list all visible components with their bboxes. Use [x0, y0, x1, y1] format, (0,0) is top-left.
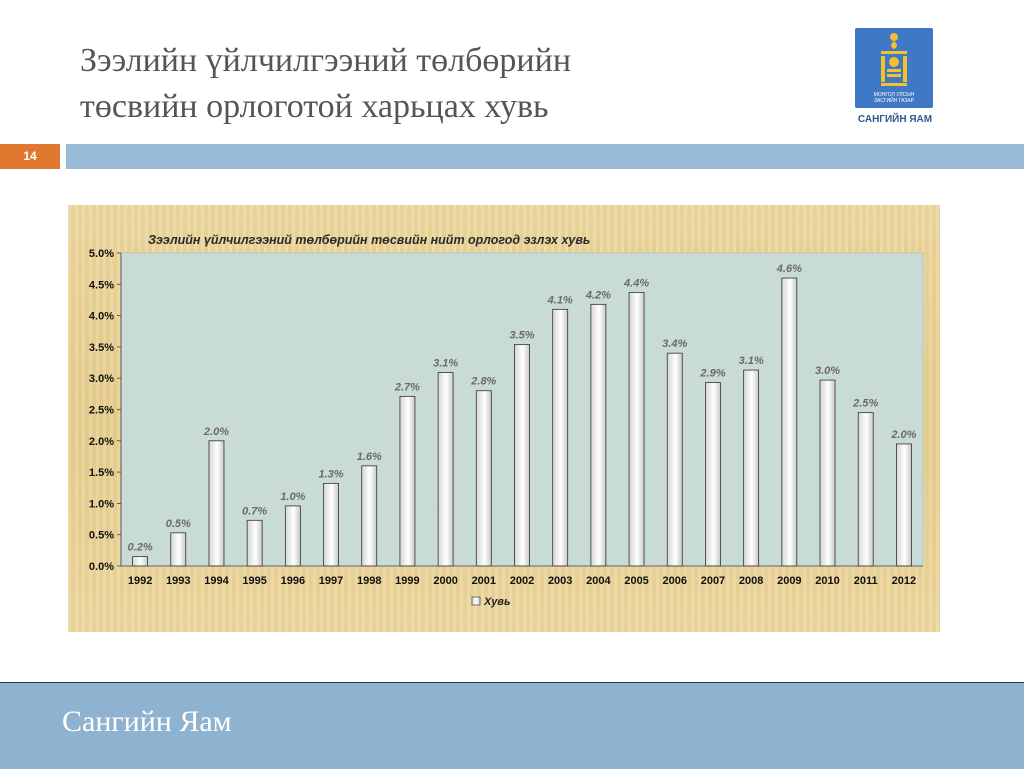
bar-2002 — [514, 343, 530, 567]
x-tick-label: 2005 — [624, 575, 648, 587]
bar-2008 — [743, 369, 760, 567]
x-tick-label: 1998 — [357, 575, 381, 587]
chart-legend: Хувь — [471, 596, 511, 608]
data-label-1995: 0.7% — [242, 505, 267, 517]
bar-chart: Зээлийн үйлчилгээний төлбөрийн төсвийн н… — [89, 233, 924, 608]
y-tick-label: 0.5% — [89, 530, 114, 542]
legend-label: Хувь — [483, 596, 511, 608]
data-label-2002: 3.5% — [509, 329, 534, 341]
data-label-2005: 4.4% — [623, 277, 649, 289]
slide-title-line1: Зээлийн үйлчилгээний төлбөрийн — [80, 42, 572, 79]
bar-2007 — [705, 382, 721, 567]
data-label-2004: 4.2% — [585, 289, 611, 301]
data-label-2000: 3.1% — [433, 358, 458, 370]
data-label-1999: 2.7% — [394, 381, 420, 393]
y-tick-label: 5.0% — [89, 248, 114, 260]
bar-1999 — [399, 395, 416, 567]
bar-2000 — [437, 372, 454, 567]
bar-2001 — [475, 390, 492, 567]
x-tick-label: 2006 — [663, 575, 687, 587]
data-label-2011: 2.5% — [852, 398, 878, 410]
ministry-logo: МОНГОЛ УЛСЫН ЗАСГИЙН ГАЗАР — [855, 28, 933, 108]
data-label-1997: 1.3% — [319, 468, 344, 480]
x-tick-label: 1999 — [395, 575, 419, 587]
y-tick-label: 3.0% — [89, 373, 114, 385]
bar-1995 — [246, 519, 263, 567]
data-label-2012: 2.0% — [890, 429, 916, 441]
footer-text: Сангийн Яам — [62, 705, 232, 738]
y-tick-label: 3.5% — [89, 342, 114, 354]
bar-2010 — [819, 379, 836, 567]
x-tick-label: 2004 — [586, 575, 611, 587]
y-tick-label: 2.5% — [89, 405, 114, 417]
bar-2009 — [781, 277, 798, 567]
page-number: 14 — [0, 144, 60, 169]
x-tick-label: 1996 — [281, 575, 305, 587]
bar-2006 — [666, 352, 683, 567]
y-tick-label: 4.5% — [89, 279, 114, 291]
data-label-2010: 3.0% — [815, 365, 840, 377]
footer-bar: Сангийн Яам — [0, 682, 1024, 769]
x-tick-label: 1994 — [204, 575, 229, 587]
y-tick-label: 1.0% — [89, 498, 114, 510]
slide-title-line2: төсвийн орлоготой харьцах хувь — [80, 88, 549, 125]
x-tick-label: 2007 — [701, 575, 725, 587]
data-label-1998: 1.6% — [357, 451, 382, 463]
data-label-2001: 2.8% — [470, 376, 496, 388]
data-label-2006: 3.4% — [662, 338, 687, 350]
bar-1997 — [323, 482, 339, 567]
y-tick-label: 2.0% — [89, 436, 114, 448]
chart-title: Зээлийн үйлчилгээний төлбөрийн төсвийн н… — [148, 233, 590, 247]
logo-label: САНГИЙН ЯАМ — [857, 114, 933, 125]
slide-title: Зээлийн үйлчилгээний төлбөрийн төсвийн о… — [80, 38, 780, 130]
x-tick-label: 2003 — [548, 575, 572, 587]
bar-1992 — [132, 556, 148, 567]
x-tick-label: 2010 — [815, 575, 839, 587]
x-tick-label: 2001 — [472, 575, 496, 587]
x-tick-label: 1995 — [242, 575, 266, 587]
bar-1998 — [361, 465, 378, 567]
y-tick-label: 1.5% — [89, 467, 114, 479]
chart-panel: Зээлийн үйлчилгээний төлбөрийн төсвийн н… — [68, 205, 940, 632]
data-label-2007: 2.9% — [699, 368, 725, 380]
x-tick-label: 2011 — [854, 575, 878, 587]
bar-1994 — [208, 440, 225, 567]
logo-caption-line1: МОНГОЛ УЛСЫН — [873, 92, 915, 98]
data-label-1993: 0.5% — [166, 518, 191, 530]
bar-2005 — [628, 292, 645, 567]
x-tick-label: 2002 — [510, 575, 534, 587]
bar-2004 — [590, 303, 607, 567]
x-tick-label: 2012 — [892, 575, 916, 587]
y-tick-label: 4.0% — [89, 311, 114, 323]
data-label-1994: 2.0% — [203, 426, 229, 438]
x-tick-label: 1993 — [166, 575, 190, 587]
x-tick-label: 1997 — [319, 575, 343, 587]
bar-2012 — [896, 443, 912, 567]
data-label-2008: 3.1% — [739, 355, 764, 367]
data-label-1992: 0.2% — [128, 542, 153, 554]
legend-swatch — [471, 596, 481, 606]
bar-2011 — [857, 412, 874, 567]
data-label-2009: 4.6% — [776, 263, 802, 275]
bar-2003 — [552, 308, 569, 567]
soyombo-emblem-icon — [881, 33, 907, 86]
x-tick-label: 2000 — [433, 575, 457, 587]
x-tick-label: 1992 — [128, 575, 152, 587]
data-label-1996: 1.0% — [280, 491, 305, 503]
bar-1993 — [170, 532, 187, 567]
logo-caption-line2: ЗАСГИЙН ГАЗАР — [873, 98, 915, 104]
y-tick-label: 0.0% — [89, 561, 114, 573]
x-tick-label: 2009 — [777, 575, 801, 587]
bar-1996 — [284, 505, 301, 567]
header-divider-bar — [66, 144, 1024, 169]
x-tick-label: 2008 — [739, 575, 763, 587]
data-label-2003: 4.1% — [547, 294, 573, 306]
